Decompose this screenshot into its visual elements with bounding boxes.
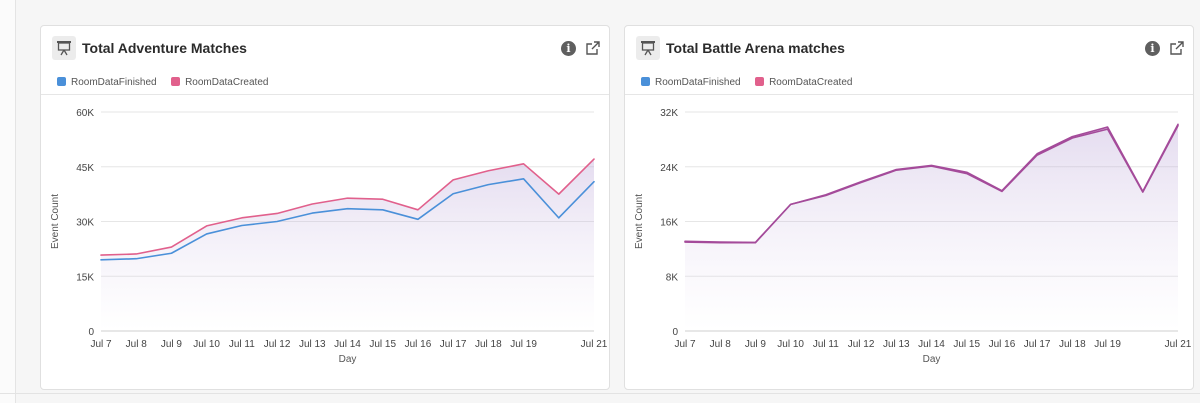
series-area-fill bbox=[685, 124, 1178, 331]
y-tick-label: 45K bbox=[76, 163, 94, 174]
card-header: Total Adventure Matches i bbox=[41, 26, 609, 71]
legend-label: RoomDataCreated bbox=[185, 77, 269, 89]
x-tick-label: Jul 13 bbox=[299, 339, 326, 350]
series-line-roomdatacreated bbox=[100, 158, 595, 256]
x-tick-label: Jul 16 bbox=[405, 339, 432, 350]
chart-board-icon bbox=[636, 36, 660, 60]
x-axis-title: Day bbox=[339, 354, 357, 365]
y-tick-label: 24K bbox=[660, 163, 678, 174]
x-tick-label: Jul 11 bbox=[229, 339, 255, 350]
page-bottom-divider bbox=[0, 393, 1200, 394]
external-link-icon[interactable] bbox=[585, 40, 601, 56]
battle-arena-card: Total Battle Arena matches i RoomDataFin… bbox=[624, 25, 1194, 390]
legend-item-finished[interactable]: RoomDataFinished bbox=[57, 77, 157, 88]
battle-arena-line-chart: 0 8K 16K 24K 32K Jul 7 Jul 8 Jul 9 Jul 10 Jul 11 J… bbox=[634, 108, 1192, 365]
x-tick-label: Jul 9 bbox=[161, 339, 183, 350]
y-tick-label: 0 bbox=[88, 327, 94, 338]
legend-item-created[interactable]: RoomDataCreated bbox=[755, 77, 852, 88]
x-tick-label: Jul 8 bbox=[126, 339, 148, 350]
info-icon[interactable]: i bbox=[1145, 41, 1160, 56]
y-axis-title: Event Count bbox=[634, 194, 645, 249]
y-tick-label: 8K bbox=[666, 272, 679, 283]
x-tick-label: Jul 18 bbox=[475, 339, 502, 350]
y-tick-label: 32K bbox=[660, 108, 678, 119]
x-tick-label: Jul 18 bbox=[1059, 339, 1086, 350]
x-tick-label: Jul 19 bbox=[510, 339, 537, 350]
legend-label: RoomDataFinished bbox=[655, 77, 741, 89]
header-divider bbox=[41, 94, 609, 95]
x-tick-label: Jul 7 bbox=[90, 339, 112, 350]
x-tick-label: Jul 10 bbox=[777, 339, 804, 350]
x-tick-label: Jul 14 bbox=[334, 339, 361, 350]
external-link-icon[interactable] bbox=[1169, 40, 1185, 56]
chart-legend: RoomDataFinished RoomDataCreated bbox=[57, 74, 278, 88]
x-tick-label: Jul 13 bbox=[883, 339, 910, 350]
x-tick-label: Jul 21 bbox=[1165, 339, 1192, 350]
x-tick-label: Jul 15 bbox=[369, 339, 396, 350]
x-tick-label: Jul 16 bbox=[989, 339, 1016, 350]
card-title: Total Battle Arena matches bbox=[666, 40, 845, 56]
x-tick-label: Jul 10 bbox=[193, 339, 220, 350]
x-tick-label: Jul 17 bbox=[1024, 339, 1051, 350]
legend-item-created[interactable]: RoomDataCreated bbox=[171, 77, 268, 88]
x-tick-label: Jul 9 bbox=[745, 339, 767, 350]
x-tick-label: Jul 19 bbox=[1094, 339, 1121, 350]
series-line-roomdatacreated bbox=[684, 123, 1179, 244]
chart-board-icon bbox=[52, 36, 76, 60]
legend-label: RoomDataFinished bbox=[71, 77, 157, 89]
info-icon[interactable]: i bbox=[561, 41, 576, 56]
x-tick-label: Jul 17 bbox=[440, 339, 467, 350]
x-tick-label: Jul 15 bbox=[953, 339, 980, 350]
card-title: Total Adventure Matches bbox=[82, 40, 247, 56]
legend-item-finished[interactable]: RoomDataFinished bbox=[641, 77, 741, 88]
series-line-roomdatafinished bbox=[100, 177, 595, 261]
y-tick-label: 0 bbox=[672, 327, 678, 338]
y-tick-label: 30K bbox=[76, 218, 94, 229]
y-tick-label: 15K bbox=[76, 272, 94, 283]
x-tick-label: Jul 21 bbox=[581, 339, 608, 350]
left-panel-edge bbox=[0, 0, 16, 403]
legend-swatch-created bbox=[755, 77, 765, 87]
series-area-fill bbox=[101, 159, 594, 331]
x-tick-label: Jul 7 bbox=[674, 339, 696, 350]
adventure-matches-card: Total Adventure Matches i RoomDataFinish… bbox=[40, 25, 610, 390]
x-tick-label: Jul 14 bbox=[918, 339, 945, 350]
x-tick-label: Jul 12 bbox=[264, 339, 291, 350]
chart-legend: RoomDataFinished RoomDataCreated bbox=[641, 74, 862, 88]
header-divider bbox=[625, 94, 1193, 95]
x-tick-label: Jul 12 bbox=[848, 339, 875, 350]
y-tick-label: 60K bbox=[76, 108, 94, 119]
legend-label: RoomDataCreated bbox=[769, 77, 853, 89]
y-axis-title: Event Count bbox=[50, 194, 61, 249]
legend-swatch-finished bbox=[641, 77, 650, 87]
x-tick-label: Jul 11 bbox=[813, 339, 839, 350]
y-tick-label: 16K bbox=[660, 218, 678, 229]
legend-swatch-finished bbox=[57, 77, 66, 87]
x-tick-label: Jul 8 bbox=[710, 339, 732, 350]
legend-swatch-created bbox=[171, 77, 181, 87]
adventure-line-chart: 0 15K 30K 45K 60K Jul 7 Jul 8 Jul 9 Jul 10 Jul 11… bbox=[50, 108, 608, 365]
x-axis-title: Day bbox=[923, 354, 941, 365]
card-header: Total Battle Arena matches i bbox=[625, 26, 1193, 71]
